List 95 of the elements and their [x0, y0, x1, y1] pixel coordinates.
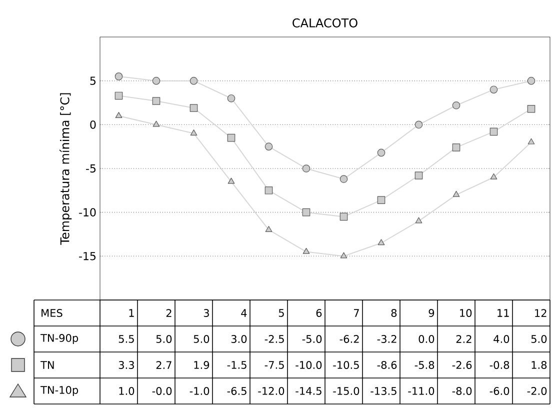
- data-label: -1.5: [227, 361, 246, 369]
- point: [490, 173, 498, 180]
- data-label: 1.0: [119, 387, 134, 395]
- chart-title: CALACOTO: [292, 18, 358, 28]
- point: [452, 101, 460, 110]
- point: [190, 76, 198, 85]
- x-tick-label: 1: [129, 309, 134, 317]
- y-tick-label: -10: [79, 208, 96, 216]
- data-label: 3.3: [118, 361, 134, 369]
- data-label: -2.0: [527, 387, 547, 395]
- data-label: 1.9: [194, 361, 210, 369]
- x-tick-label: 4: [241, 309, 247, 317]
- point: [414, 172, 423, 180]
- x-axis-title: MES: [42, 309, 62, 317]
- data-label: -5.0: [302, 335, 322, 343]
- x-tick-label: 12: [535, 309, 546, 317]
- point: [152, 97, 160, 105]
- data-label: -14.5: [296, 387, 322, 395]
- data-label: 1.8: [532, 361, 547, 369]
- legend-label: TN-10p: [40, 386, 78, 396]
- y-tick-label: -15: [79, 252, 96, 260]
- point: [190, 130, 198, 136]
- point: [452, 190, 460, 197]
- data-label: 0.0: [418, 335, 434, 343]
- point: [490, 86, 498, 94]
- data-label: 5.0: [156, 335, 172, 343]
- point: [490, 128, 498, 136]
- x-tick-label: 8: [391, 309, 397, 317]
- data-label: -12.0: [258, 387, 284, 395]
- legend-label: TN: [40, 361, 54, 369]
- data-label: -10.0: [296, 361, 322, 369]
- y-tick-label: 0: [90, 120, 96, 129]
- x-tick-label: 9: [428, 309, 434, 317]
- y-tick-label: 5: [90, 76, 96, 85]
- data-label: -11.0: [408, 387, 434, 395]
- point: [527, 76, 536, 85]
- data-label: -8.0: [452, 387, 472, 395]
- point: [152, 120, 160, 127]
- y-axis-title: Temperatura mínima [°C]: [60, 93, 72, 245]
- data-label: -6.5: [227, 387, 246, 395]
- point: [264, 186, 273, 194]
- data-label: -8.6: [377, 361, 397, 369]
- data-label: -10.5: [333, 361, 359, 369]
- data-label: -1.0: [190, 387, 210, 395]
- point: [415, 217, 422, 224]
- data-label: 2.7: [156, 361, 172, 369]
- point: [264, 142, 273, 150]
- data-label: 4.0: [494, 335, 510, 343]
- data-label: 5.5: [118, 335, 134, 343]
- data-label: -6.0: [490, 387, 510, 395]
- data-label: -15.0: [333, 387, 360, 395]
- data-label: -3.2: [377, 335, 396, 343]
- x-tick-label: 7: [354, 309, 359, 317]
- point: [527, 104, 536, 113]
- point: [265, 226, 272, 232]
- point: [340, 252, 348, 258]
- data-label: -7.5: [264, 361, 284, 369]
- data-label: -0.8: [490, 361, 510, 369]
- data-label: 5.0: [194, 335, 210, 343]
- point: [528, 138, 535, 144]
- point: [340, 175, 348, 183]
- point: [414, 120, 423, 129]
- point: [227, 94, 236, 102]
- point: [302, 164, 310, 172]
- point: [228, 178, 235, 184]
- data-label: 2.2: [456, 335, 472, 343]
- point: [115, 112, 122, 118]
- data-label: -13.5: [370, 387, 396, 395]
- point: [377, 148, 386, 157]
- point: [227, 134, 236, 142]
- data-label: 3.0: [231, 335, 247, 343]
- x-tick-label: 5: [278, 309, 284, 317]
- y-tick-label: -5: [86, 164, 96, 173]
- data-label: -2.6: [452, 361, 472, 369]
- data-label: -6.2: [340, 335, 359, 343]
- data-label: 5.0: [531, 335, 547, 343]
- legend-label: TN-90p: [40, 334, 78, 344]
- point: [377, 196, 386, 204]
- point: [190, 104, 198, 112]
- point: [302, 208, 310, 216]
- data-label: -2.5: [264, 335, 284, 343]
- x-tick-label: 11: [498, 309, 509, 317]
- point: [114, 72, 123, 80]
- point: [114, 92, 123, 100]
- x-tick-label: 10: [460, 309, 472, 317]
- point: [452, 144, 460, 152]
- point: [378, 239, 385, 246]
- point: [340, 212, 348, 221]
- data-label: -5.8: [414, 361, 434, 369]
- data-label: -0.0: [152, 387, 172, 395]
- point: [302, 248, 310, 254]
- x-tick-label: 3: [204, 309, 209, 317]
- x-tick-label: 6: [316, 309, 322, 317]
- point: [152, 76, 160, 85]
- x-tick-label: 2: [166, 309, 172, 317]
